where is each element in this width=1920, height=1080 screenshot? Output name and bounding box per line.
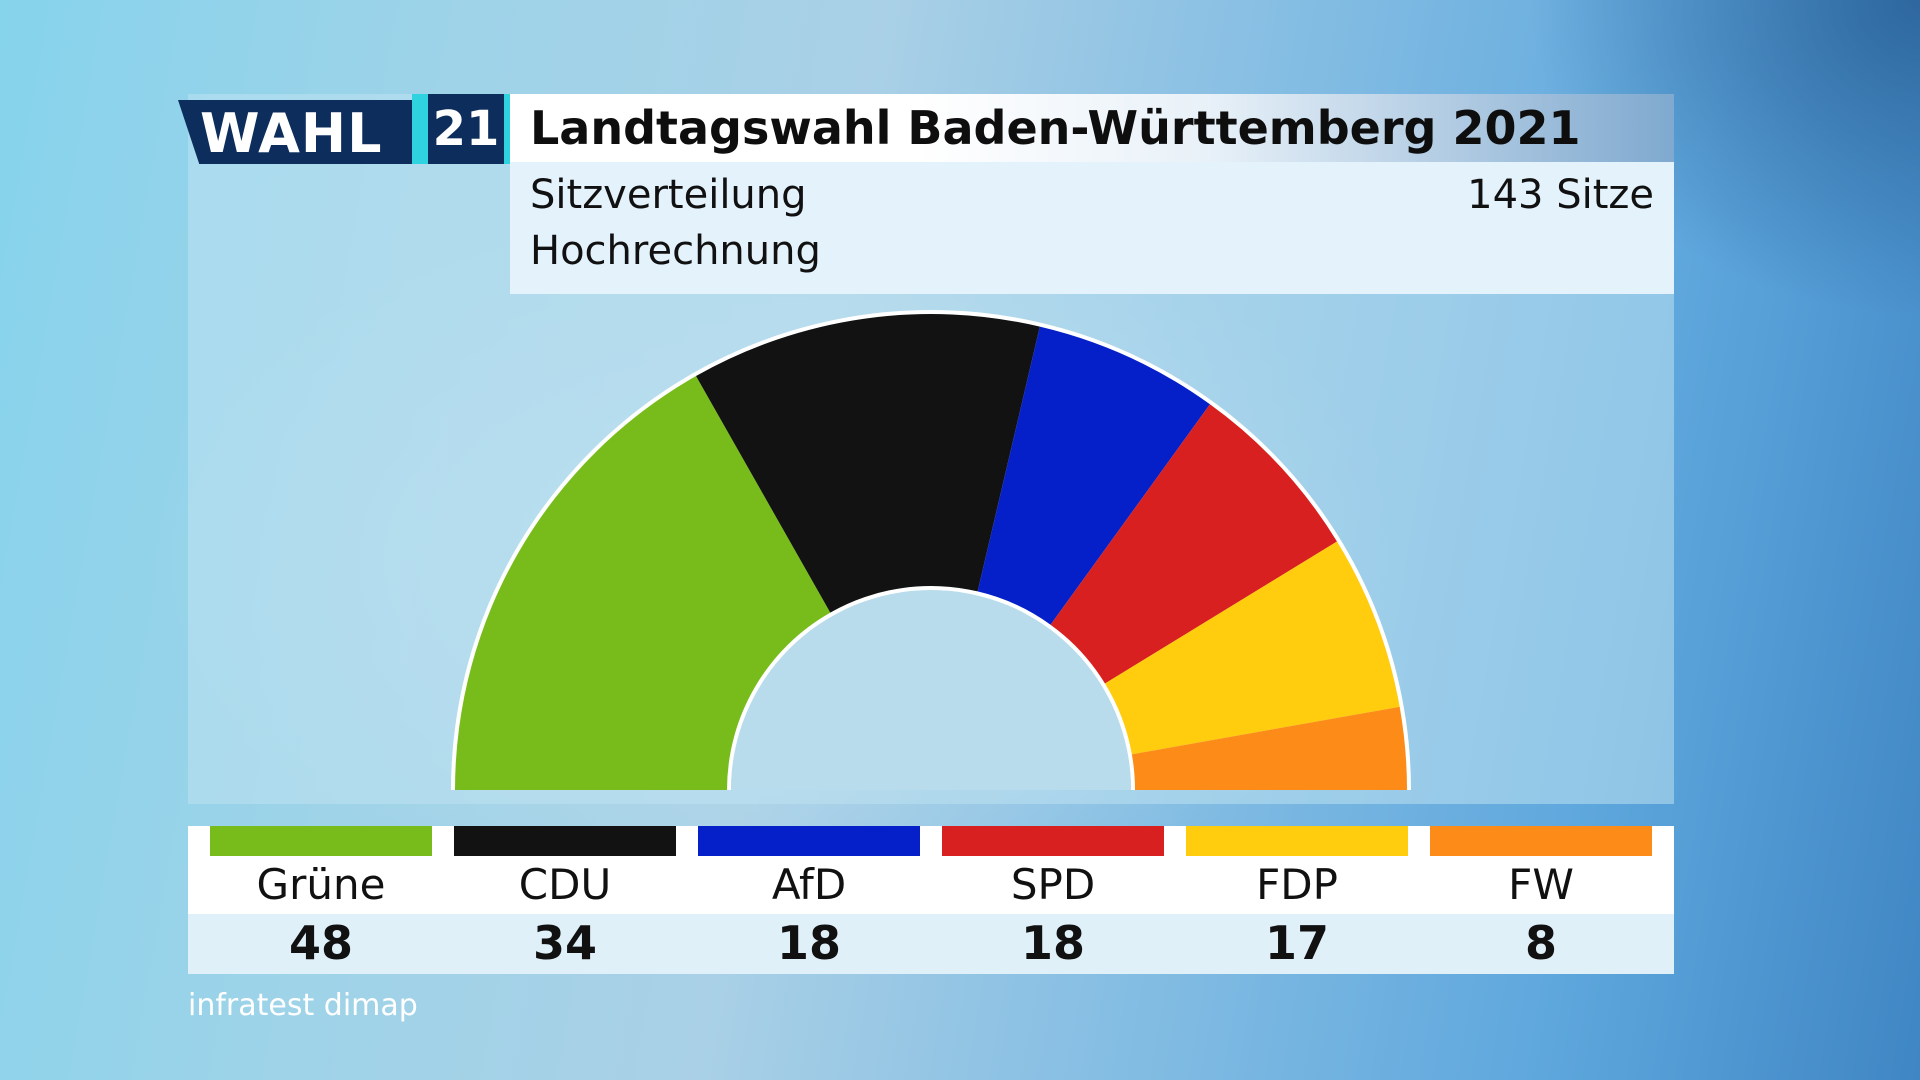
chart-subtitle: Sitzverteilung (530, 172, 807, 218)
legend-value-row (188, 914, 1674, 974)
legend-party-name: FDP (1256, 860, 1338, 909)
logo-wahl-text: WAHL (178, 100, 414, 164)
chart-subtitle-2: Hochrechnung (530, 228, 821, 274)
legend-swatch (942, 826, 1164, 856)
legend-seat-count: 34 (532, 916, 597, 970)
legend: Grüne 48 CDU 34 AfD 18 SPD 18 FDP 17 FW 8 (188, 826, 1674, 974)
seat-segment-fw (1131, 706, 1407, 790)
legend-seat-count: 8 (1524, 916, 1557, 970)
title-bar: Landtagswahl Baden-Württemberg 2021 (510, 94, 1674, 162)
seat-segment-afd (977, 326, 1210, 625)
seat-segment-grne (455, 376, 831, 790)
legend-seat-count: 17 (1264, 916, 1329, 970)
source-credit: infratest dimap (188, 988, 418, 1023)
legend-seat-count: 48 (288, 916, 353, 970)
chart-center-hole (731, 590, 1131, 790)
legend-seat-count: 18 (1020, 916, 1085, 970)
legend-item: CDU 34 (454, 826, 676, 974)
legend-swatch (1186, 826, 1408, 856)
seat-segment-cdu (696, 314, 1040, 613)
legend-swatch (698, 826, 920, 856)
legend-item: AfD 18 (698, 826, 920, 974)
legend-party-name: FW (1508, 860, 1574, 909)
seat-segment-fdp (1104, 541, 1400, 755)
subtitle-bar: Sitzverteilung Hochrechnung 143 Sitze (510, 162, 1674, 294)
wahl-logo: WAHL 21 (178, 94, 512, 170)
legend-party-name: AfD (771, 860, 847, 909)
seat-segment-spd (1050, 404, 1337, 684)
legend-item: FW 8 (1430, 826, 1652, 974)
legend-swatch (210, 826, 432, 856)
logo-year: 21 (428, 94, 504, 164)
total-seats-label: 143 Sitze (1467, 172, 1654, 218)
legend-party-name: CDU (518, 860, 612, 909)
legend-seat-count: 18 (776, 916, 841, 970)
legend-party-name: Grüne (256, 860, 386, 909)
legend-name-row (188, 826, 1674, 914)
legend-item: FDP 17 (1186, 826, 1408, 974)
legend-swatch (1430, 826, 1652, 856)
legend-party-name: SPD (1010, 860, 1096, 909)
legend-item: Grüne 48 (210, 826, 432, 974)
legend-swatch (454, 826, 676, 856)
legend-item: SPD 18 (942, 826, 1164, 974)
chart-title: Landtagswahl Baden-Württemberg 2021 (530, 101, 1581, 155)
